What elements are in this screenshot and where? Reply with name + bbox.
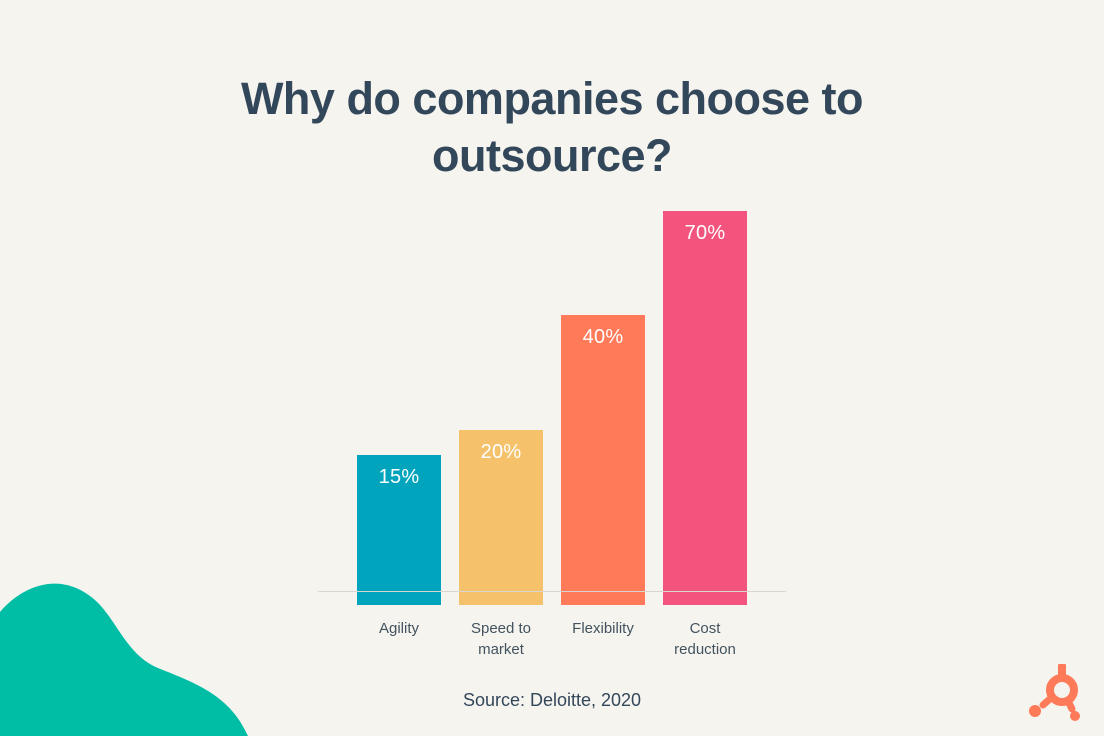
bar-chart: 15% Agility 20% Speed to market 40% Flexibili… [318, 211, 786, 660]
bar-cost-reduction: 70% [663, 211, 747, 605]
bar-value-label-speed-to-market: 20% [480, 441, 522, 463]
bar-category-label-speed-to-market: Speed to market [470, 620, 532, 658]
bar-category-label-flexibility: Flexibility [572, 620, 634, 637]
bar-group-agility: 15% Agility [357, 455, 441, 660]
bar-speed-to-market: 20% [459, 430, 543, 605]
hubspot-sprocket-logo-icon [1029, 664, 1080, 721]
bar-agility: 15% [357, 455, 441, 605]
bars-row: 15% Agility 20% Speed to market 40% Flexibili… [318, 211, 786, 660]
bar-group-cost-reduction: 70% Cost reduction [663, 211, 747, 660]
chart-title: Why do companies choose to outsource? [240, 73, 864, 181]
bar-category-label-cost-reduction: Cost reduction [674, 620, 736, 658]
bar-flexibility: 40% [561, 315, 645, 605]
bar-group-speed-to-market: 20% Speed to market [459, 430, 543, 660]
bar-category-label-agility: Agility [378, 620, 419, 637]
bar-value-label-cost-reduction: 70% [684, 222, 726, 244]
bar-group-flexibility: 40% Flexibility [561, 315, 645, 660]
source-caption: Source: Deloitte, 2020 [462, 690, 642, 710]
bar-value-label-flexibility: 40% [582, 326, 624, 348]
bar-value-label-agility: 15% [378, 466, 420, 488]
teal-blob-decoration [0, 583, 256, 736]
x-axis-line [318, 591, 786, 592]
